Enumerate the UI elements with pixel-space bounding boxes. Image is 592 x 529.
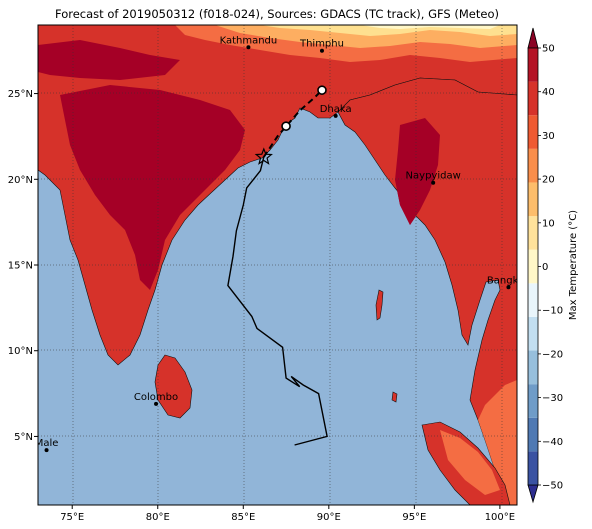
nicobar-islands: [391, 391, 398, 403]
city-label: Dhaka: [320, 104, 352, 115]
cyclone-track-markers: [254, 85, 327, 165]
colorbar-max-arrow: [527, 27, 539, 49]
sumatra-warm: [440, 430, 500, 495]
city-dot: [319, 48, 324, 53]
colorbar-tick-label: 40: [542, 87, 555, 98]
track-circle-marker: [317, 85, 327, 95]
colorbar-tick-label: 50: [542, 44, 555, 55]
colorbar-segment: [528, 283, 538, 317]
x-tick-label: 75°E: [60, 512, 84, 523]
colorbar-tick-label: −50: [542, 481, 563, 492]
x-tick-label: 95°E: [402, 512, 426, 523]
y-axis-ticks: 25°N 20°N 15°N 10°N 5°N: [8, 89, 38, 443]
colorbar-tick-label: 20: [542, 175, 555, 186]
city-label: Bangkok: [487, 275, 530, 286]
city-label: Male: [35, 438, 59, 449]
colorbar-segment: [528, 182, 538, 217]
city-markers: Kathmandu Thimphu Dhaka Naypyidaw Bangkok Col…: [35, 35, 530, 453]
city-dot: [154, 401, 159, 406]
thailand-warm: [478, 380, 517, 505]
colorbar-segment: [528, 216, 538, 250]
cyclone-track-forecast: [262, 89, 323, 158]
myanmar-hot-2: [395, 118, 440, 225]
city-dot: [246, 45, 251, 50]
colorbar-segment: [528, 417, 538, 452]
colorbar: 50 40 30 20 10 0 −10 −20 −30 −40 −50: [527, 27, 563, 504]
city-label: Colombo: [134, 392, 178, 403]
colorbar-tick-label: 0: [542, 262, 548, 273]
andaman-islands: [375, 289, 384, 321]
colorbar-tick-label: −40: [542, 437, 563, 448]
colorbar-tick-label: −10: [542, 306, 563, 317]
city-label: Thimphu: [299, 39, 344, 50]
x-tick-label: 100°E: [485, 512, 515, 523]
colorbar-segment: [528, 249, 538, 284]
y-tick-label: 15°N: [8, 261, 33, 272]
northwest-hot: [38, 40, 180, 80]
city-dot: [44, 448, 49, 453]
himalaya-band-cold: [360, 25, 500, 29]
colorbar-segment: [528, 148, 538, 183]
figure-title: Forecast of 2019050312 (f018-024), Sourc…: [55, 7, 499, 21]
cyclone-track-observed: [227, 156, 328, 446]
y-tick-label: 25°N: [8, 89, 33, 100]
x-tick-label: 90°E: [317, 512, 341, 523]
city-dot: [431, 180, 436, 185]
colorbar-segment: [528, 48, 538, 82]
sri-lanka: [154, 354, 193, 419]
india-hot-interior: [60, 85, 245, 290]
colorbar-tick-label: 10: [542, 218, 555, 229]
colorbar-segment: [528, 451, 538, 485]
colorbar-label: Max Temperature (°C): [568, 210, 579, 320]
x-tick-label: 80°E: [146, 512, 170, 523]
colorbar-tick-label: 30: [542, 131, 555, 142]
colorbar-segment: [528, 384, 538, 418]
city-label: Kathmandu: [220, 35, 278, 46]
x-tick-label: 85°E: [231, 512, 255, 523]
colorbar-min-arrow: [527, 484, 539, 504]
track-circle-marker: [281, 121, 291, 131]
track-star-marker: [254, 147, 273, 165]
colorbar-tick-label: −20: [542, 349, 563, 360]
colorbar-segment: [528, 350, 538, 385]
city-label: Naypyidaw: [406, 171, 461, 182]
colorbar-segment: [528, 115, 538, 149]
colorbar-segment: [528, 81, 538, 116]
colorbar-tick-label: −30: [542, 393, 563, 404]
map-area: Kathmandu Thimphu Dhaka Naypyidaw Bangkok Col…: [35, 25, 530, 505]
city-dot: [333, 113, 338, 118]
y-tick-label: 5°N: [14, 432, 33, 443]
colorbar-segment: [528, 316, 538, 351]
gridlines: [38, 25, 517, 505]
y-tick-label: 10°N: [8, 346, 33, 357]
city-dot: [506, 285, 511, 290]
x-axis-ticks: 75°E 80°E 85°E 90°E 95°E 100°E: [60, 505, 515, 523]
y-tick-label: 20°N: [8, 175, 33, 186]
